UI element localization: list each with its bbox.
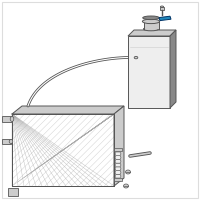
Polygon shape	[159, 16, 171, 21]
Ellipse shape	[124, 184, 128, 188]
Ellipse shape	[126, 170, 130, 174]
Ellipse shape	[142, 19, 160, 24]
Bar	[160, 7, 164, 10]
Polygon shape	[114, 106, 124, 186]
Bar	[144, 21, 158, 29]
Bar	[114, 148, 122, 151]
Polygon shape	[128, 30, 176, 36]
Polygon shape	[115, 159, 121, 163]
Ellipse shape	[134, 56, 138, 59]
Polygon shape	[115, 167, 121, 171]
Polygon shape	[115, 163, 121, 167]
Polygon shape	[12, 106, 124, 114]
Ellipse shape	[144, 27, 158, 31]
Polygon shape	[115, 152, 121, 156]
Ellipse shape	[9, 140, 13, 144]
Polygon shape	[115, 174, 121, 178]
Bar	[128, 36, 170, 108]
Polygon shape	[115, 171, 121, 174]
Bar	[2, 139, 11, 144]
Ellipse shape	[160, 6, 164, 8]
Ellipse shape	[10, 117, 14, 121]
Polygon shape	[115, 156, 121, 159]
Bar	[114, 178, 122, 181]
Polygon shape	[170, 30, 176, 108]
Bar	[2, 116, 12, 122]
Bar	[8, 188, 18, 196]
Polygon shape	[12, 114, 114, 186]
Ellipse shape	[143, 16, 159, 20]
